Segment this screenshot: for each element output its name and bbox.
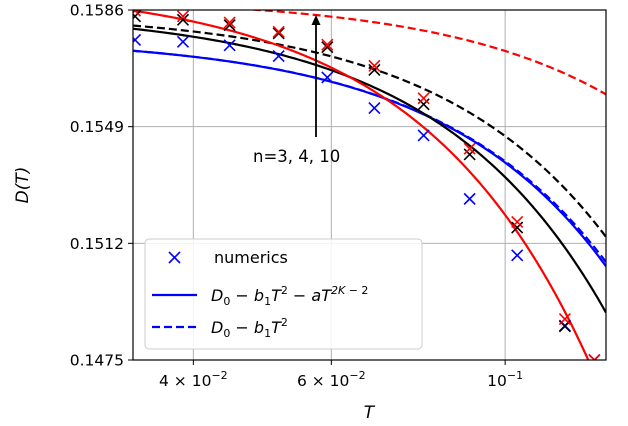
numerics-marker-0 [223,39,236,52]
legend-box [144,238,423,350]
x-axis-label: T [364,403,376,423]
numerics-marker-2 [176,10,190,23]
legend-label-numerics: numerics [214,248,288,267]
trend-annotation: n=3, 4, 10 [253,147,340,166]
plot-series [133,10,606,360]
y-tick-label: 0.1586 [70,2,124,20]
numerics-marker-0 [321,71,334,84]
legend-label-quadratic-fit: D0 − b1T2 [211,316,288,340]
numerics-marker-0 [133,33,142,47]
dashed-fit-curve-0 [133,49,606,263]
plot-markers [133,10,601,381]
numerics-marker-2 [321,38,334,51]
solid-fit-curve-1 [133,27,606,314]
dashed-fit-curve-1 [133,24,606,238]
numerics-marker-1 [463,148,476,161]
numerics-marker-0 [176,35,190,48]
x-tick-label: 4 × 10−2 [159,369,228,390]
numerics-marker-2 [417,92,430,105]
numerics-marker-2 [463,142,476,155]
axes: 0.1475 0.1512 0.1549 0.1586 4 × 10−2 6 × 10−2… [70,2,523,391]
numerics-marker-2 [368,59,381,72]
numerics-marker-2 [511,215,524,228]
plot-frame [132,9,607,361]
solid-fit-curve-2 [133,10,590,360]
numerics-marker-2 [133,10,142,17]
numerics-marker-1 [417,98,430,111]
trend-arrow [311,15,321,137]
numerics-marker-0 [511,249,524,262]
y-axis-label: D(T) [13,167,33,204]
numerics-marker-2 [223,16,236,29]
y-tick-label: 0.1512 [70,235,124,253]
numerics-marker-0 [272,49,285,63]
numerics-marker-1 [176,13,190,26]
numerics-marker-1 [133,10,142,23]
y-tick-label: 0.1475 [70,352,124,370]
numerics-marker-1 [223,19,236,32]
solid-fit-curve-0 [133,49,606,267]
numerics-marker-1 [511,221,524,234]
numerics-marker-0 [368,101,381,115]
x-tick-label: 6 × 10−2 [297,369,366,390]
y-tick-label: 0.1549 [70,118,124,136]
numerics-marker-1 [272,27,285,40]
numerics-marker-0 [417,129,430,142]
numerics-marker-1 [589,370,600,381]
trend-arrow-head [311,15,321,25]
legend-marker-icon [168,251,181,264]
numerics-marker-2 [272,25,285,38]
numerics-marker-1 [368,63,381,76]
numerics-marker-1 [321,41,334,54]
dashed-fit-curve-2 [243,10,606,96]
x-tick-label: 10−1 [487,369,523,390]
numerics-marker-0 [463,192,476,205]
numerics-marker-2 [588,353,601,360]
numerics-marker-2 [558,312,571,326]
legend: numerics D0 − b1T2 − aT2K − 2 D0 − b1T2 [144,238,423,350]
